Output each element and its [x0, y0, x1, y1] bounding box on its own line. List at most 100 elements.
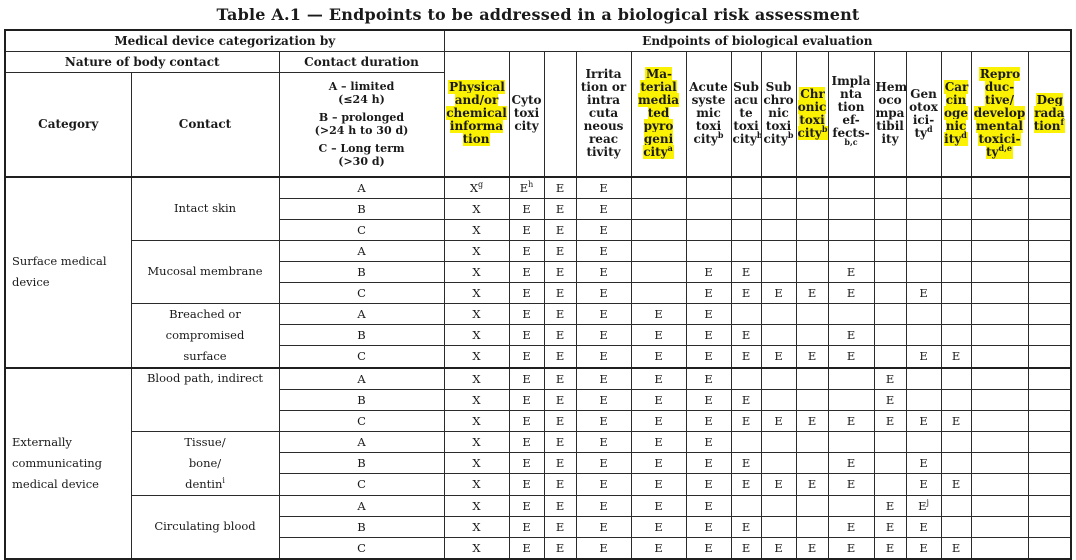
endpoints-table: Medical device categorization by Endpoint… — [4, 29, 1073, 560]
cell-chronic-toxicity — [795, 218, 829, 241]
cell-material-mediated-pyrogenicity: E — [630, 345, 687, 368]
cell-cytotoxicity: E — [508, 430, 545, 453]
cell-chronic-toxicity — [795, 197, 829, 220]
cell-hemocompatibility: E — [873, 494, 907, 517]
duration-cell: A — [278, 176, 445, 199]
cell-implantation-effects: E — [827, 281, 875, 304]
footnote-ref: g — [478, 179, 484, 189]
col-header-implantation-effects: Impla nta tion ef- fects- b,c — [827, 51, 875, 177]
cell-acute-systemic-toxicity: E — [685, 345, 732, 368]
header-row-groups: Medical device categorization by Endpoint… — [4, 29, 1072, 52]
cell-material-mediated-pyrogenicity: E — [630, 367, 687, 390]
cell-material-mediated-pyrogenicity — [630, 281, 687, 304]
cell-irritation: E — [575, 367, 632, 390]
cell-irritation: E — [575, 281, 632, 304]
cell-subacute-toxicity: E — [730, 473, 762, 496]
footnote-ref: b,c — [844, 136, 858, 147]
duration-cell: B — [278, 388, 445, 411]
cell-chronic-toxicity — [795, 323, 829, 347]
cell-reproductive-developmental-toxicity — [970, 409, 1029, 432]
col-header-text-cytotoxicity: Cyto toxi city — [511, 93, 542, 134]
contact-cell: Intact skin — [130, 176, 280, 241]
cell-hemocompatibility — [873, 239, 907, 262]
cell-carcinogenicity: E — [940, 345, 972, 368]
cell-implantation-effects: E — [827, 409, 875, 432]
cell-acute-systemic-toxicity: E — [685, 494, 732, 517]
cell-genotoxicity — [905, 367, 942, 390]
cell-carcinogenicity: E — [940, 536, 972, 559]
col-header-degradation: Deg rada tionf — [1027, 51, 1072, 177]
cell-implantation-effects — [827, 197, 875, 220]
cell-chronic-toxicity — [795, 239, 829, 262]
cell-subacute-toxicity — [730, 197, 762, 220]
cell-degradation — [1027, 388, 1072, 411]
cell-acute-systemic-toxicity: E — [685, 323, 732, 347]
cell-implantation-effects: E — [827, 536, 875, 559]
cell-sensitization: E — [543, 409, 577, 432]
cell-acute-systemic-toxicity — [685, 197, 732, 220]
cell-material-mediated-pyrogenicity — [630, 218, 687, 241]
cell-genotoxicity — [905, 176, 942, 199]
col-header-reproductive-developmental-toxicity: Repro duc- tive/ develop mental toxici- … — [970, 51, 1029, 177]
duration-cell: B — [278, 260, 445, 283]
cell-subchronic-toxicity — [760, 239, 797, 262]
header-endpoints-group: Endpoints of biological evaluation — [443, 29, 1072, 52]
header-category: Category — [4, 72, 132, 177]
cell-genotoxicity — [905, 197, 942, 220]
col-header-text-subchronic-toxicity: Sub chro nic toxi cityb — [763, 80, 794, 147]
cell-carcinogenicity — [940, 176, 972, 199]
cell-acute-systemic-toxicity: E — [685, 430, 732, 453]
cell-subchronic-toxicity — [760, 367, 797, 390]
cell-physical-chemical-info: X — [443, 388, 510, 411]
cell-acute-systemic-toxicity — [685, 239, 732, 262]
cell-irritation: E — [575, 176, 632, 199]
cell-subchronic-toxicity — [760, 176, 797, 199]
cell-cytotoxicity: E — [508, 367, 545, 390]
cell-subchronic-toxicity — [760, 302, 797, 325]
cell-carcinogenicity — [940, 494, 972, 517]
cell-sensitization: E — [543, 218, 577, 241]
duration-cell: C — [278, 218, 445, 241]
cell-irritation: E — [575, 260, 632, 283]
cell-subacute-toxicity: E — [730, 515, 762, 538]
cell-subacute-toxicity: E — [730, 323, 762, 347]
footnote-ref: b — [717, 130, 724, 141]
cell-acute-systemic-toxicity: E — [685, 473, 732, 496]
cell-subacute-toxicity — [730, 302, 762, 325]
cell-physical-chemical-info: X — [443, 409, 510, 432]
cell-material-mediated-pyrogenicity: E — [630, 409, 687, 432]
cell-carcinogenicity — [940, 367, 972, 390]
cell-material-mediated-pyrogenicity: E — [630, 323, 687, 347]
cell-hemocompatibility — [873, 451, 907, 475]
cell-implantation-effects — [827, 494, 875, 517]
cell-reproductive-developmental-toxicity — [970, 176, 1029, 199]
duration-cell: C — [278, 473, 445, 496]
col-header-text-reproductive-developmental-toxicity: Repro duc- tive/ develop mental toxici- … — [973, 67, 1026, 160]
cell-cytotoxicity: E — [508, 345, 545, 368]
cell-acute-systemic-toxicity: E — [685, 281, 732, 304]
cell-implantation-effects: E — [827, 345, 875, 368]
cell-reproductive-developmental-toxicity — [970, 536, 1029, 559]
cell-hemocompatibility: E — [873, 515, 907, 538]
cell-reproductive-developmental-toxicity — [970, 367, 1029, 390]
duration-cell: C — [278, 345, 445, 368]
duration-cell: A — [278, 302, 445, 325]
cell-acute-systemic-toxicity: E — [685, 260, 732, 283]
cell-chronic-toxicity — [795, 176, 829, 199]
cell-carcinogenicity — [940, 260, 972, 283]
cell-material-mediated-pyrogenicity: E — [630, 451, 687, 475]
cell-subchronic-toxicity — [760, 451, 797, 475]
cell-subacute-toxicity — [730, 218, 762, 241]
cell-irritation: E — [575, 388, 632, 411]
cell-implantation-effects — [827, 176, 875, 199]
cell-hemocompatibility: E — [873, 536, 907, 559]
col-header-text-irritation: Irrita tion or intra cuta neous reac tiv… — [580, 67, 627, 160]
cell-reproductive-developmental-toxicity — [970, 388, 1029, 411]
col-header-material-mediated-pyrogenicity: Ma- terial media ted pyro geni citya — [630, 51, 687, 177]
contact-cell: Blood path, indirect — [130, 367, 280, 432]
cell-material-mediated-pyrogenicity — [630, 239, 687, 262]
footnote-ref: d — [926, 123, 933, 134]
cell-sensitization: E — [543, 536, 577, 559]
cell-reproductive-developmental-toxicity — [970, 345, 1029, 368]
